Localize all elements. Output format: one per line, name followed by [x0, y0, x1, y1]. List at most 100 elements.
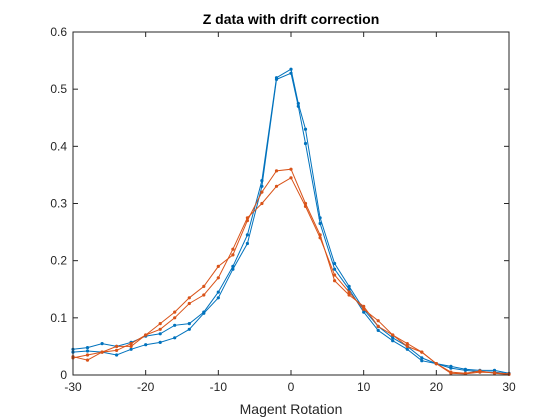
series-1-point: [187, 322, 191, 326]
series-2-point: [347, 287, 351, 291]
series-4: [71, 167, 511, 376]
series-4-point: [129, 342, 133, 346]
axes-layer: -30 -20 -10 0 10 20 30 0 0.1 0.2 0.3 0.4 0.5 0.6: [50, 25, 516, 394]
series-2-point: [296, 104, 300, 108]
x-tick-label: 20: [430, 380, 444, 394]
series-1-point: [245, 233, 249, 237]
series-4-point: [478, 369, 482, 373]
series-3-point: [289, 176, 293, 180]
series-4-point: [347, 293, 351, 297]
series-4-point: [463, 371, 467, 375]
y-tick-label: 0.3: [50, 197, 67, 211]
series-4-point: [362, 304, 366, 308]
series-4-point: [274, 169, 279, 173]
series-3-point: [405, 342, 409, 346]
series-2-point: [391, 339, 395, 343]
series-3-point: [347, 290, 351, 294]
series-3-point: [216, 276, 220, 280]
series-4-point: [434, 362, 438, 366]
series-4-point: [158, 322, 162, 326]
series-1-point: [158, 332, 162, 336]
series-1-point: [173, 323, 177, 327]
series-4-point: [492, 371, 497, 375]
series-2-point: [420, 359, 424, 363]
series-4-point: [173, 310, 177, 314]
series-2-point: [158, 340, 162, 344]
series-4-point: [216, 264, 220, 268]
series-2-point: [173, 336, 177, 340]
series-layer: [71, 67, 511, 376]
y-tick-label: 0.4: [50, 139, 67, 153]
x-tick-label: -30: [64, 380, 82, 394]
plot-area: [73, 32, 509, 375]
series-1-point: [333, 261, 337, 266]
series-1-point: [347, 284, 351, 288]
series-4-point: [245, 219, 249, 223]
series-4-point: [115, 348, 119, 352]
y-tick-label: 0.5: [50, 82, 67, 96]
series-2-point: [245, 241, 249, 246]
series-4-point: [187, 296, 191, 300]
series-3-point: [260, 201, 264, 206]
series-3-point: [173, 316, 177, 320]
series-4-point: [420, 350, 424, 354]
series-2-point: [405, 347, 409, 351]
x-tick-label: -10: [210, 380, 228, 394]
y-tick-label: 0.2: [50, 254, 67, 268]
x-tick-label: 10: [357, 380, 371, 394]
series-2-point: [362, 310, 366, 314]
series-1-point: [391, 336, 395, 340]
series-4-point: [318, 233, 322, 237]
series-2-line: [72, 72, 510, 375]
series-4-point: [333, 279, 337, 283]
x-tick-label: 0: [288, 380, 295, 394]
series-4-point: [85, 358, 90, 362]
series-4-point: [144, 333, 148, 337]
series-3-point: [202, 293, 206, 297]
series-4-point: [449, 370, 453, 374]
series-3-point: [274, 184, 279, 188]
series-3-point: [376, 319, 380, 323]
series-4-point: [405, 344, 409, 348]
series-4-point: [289, 167, 293, 171]
series-3-point: [158, 327, 162, 331]
x-tick-label: 30: [502, 380, 516, 394]
y-tick-label: 0.6: [50, 25, 67, 39]
series-4-point: [231, 253, 235, 257]
series-4-point: [260, 190, 264, 194]
series-1-point: [100, 342, 104, 346]
series-2-point: [144, 343, 148, 347]
series-2-point: [115, 353, 119, 357]
series-3-point: [85, 353, 90, 357]
y-tick-label: 0: [60, 368, 67, 382]
chart-title: Z data with drift correction: [203, 11, 380, 27]
series-3-point: [362, 307, 366, 311]
series-4-point: [303, 201, 308, 206]
series-1-point: [420, 356, 424, 360]
series-2-point: [333, 267, 337, 271]
series-2-point: [274, 77, 279, 81]
series-2-point: [260, 184, 264, 188]
series-2-point: [85, 349, 90, 353]
y-tick-label: 0.1: [50, 311, 67, 325]
series-1-point: [85, 346, 90, 350]
series-2-point: [202, 311, 206, 315]
series-2-point: [463, 368, 467, 372]
series-4-point: [100, 350, 104, 354]
series-3-point: [129, 344, 133, 348]
series-3-point: [115, 344, 119, 348]
series-2-point: [289, 71, 293, 75]
series-4-point: [391, 333, 395, 337]
series-1-point: [303, 127, 308, 131]
series-4-point: [376, 324, 380, 328]
series-2-point: [303, 141, 308, 146]
series-2-point: [231, 267, 235, 271]
x-tick-label: -20: [137, 380, 155, 394]
series-2-point: [318, 221, 322, 226]
series-1-point: [216, 290, 220, 294]
series-2-point: [216, 296, 220, 300]
series-3-point: [333, 273, 337, 277]
x-axis-label: Magent Rotation: [240, 401, 343, 417]
series-4-point: [202, 284, 206, 288]
